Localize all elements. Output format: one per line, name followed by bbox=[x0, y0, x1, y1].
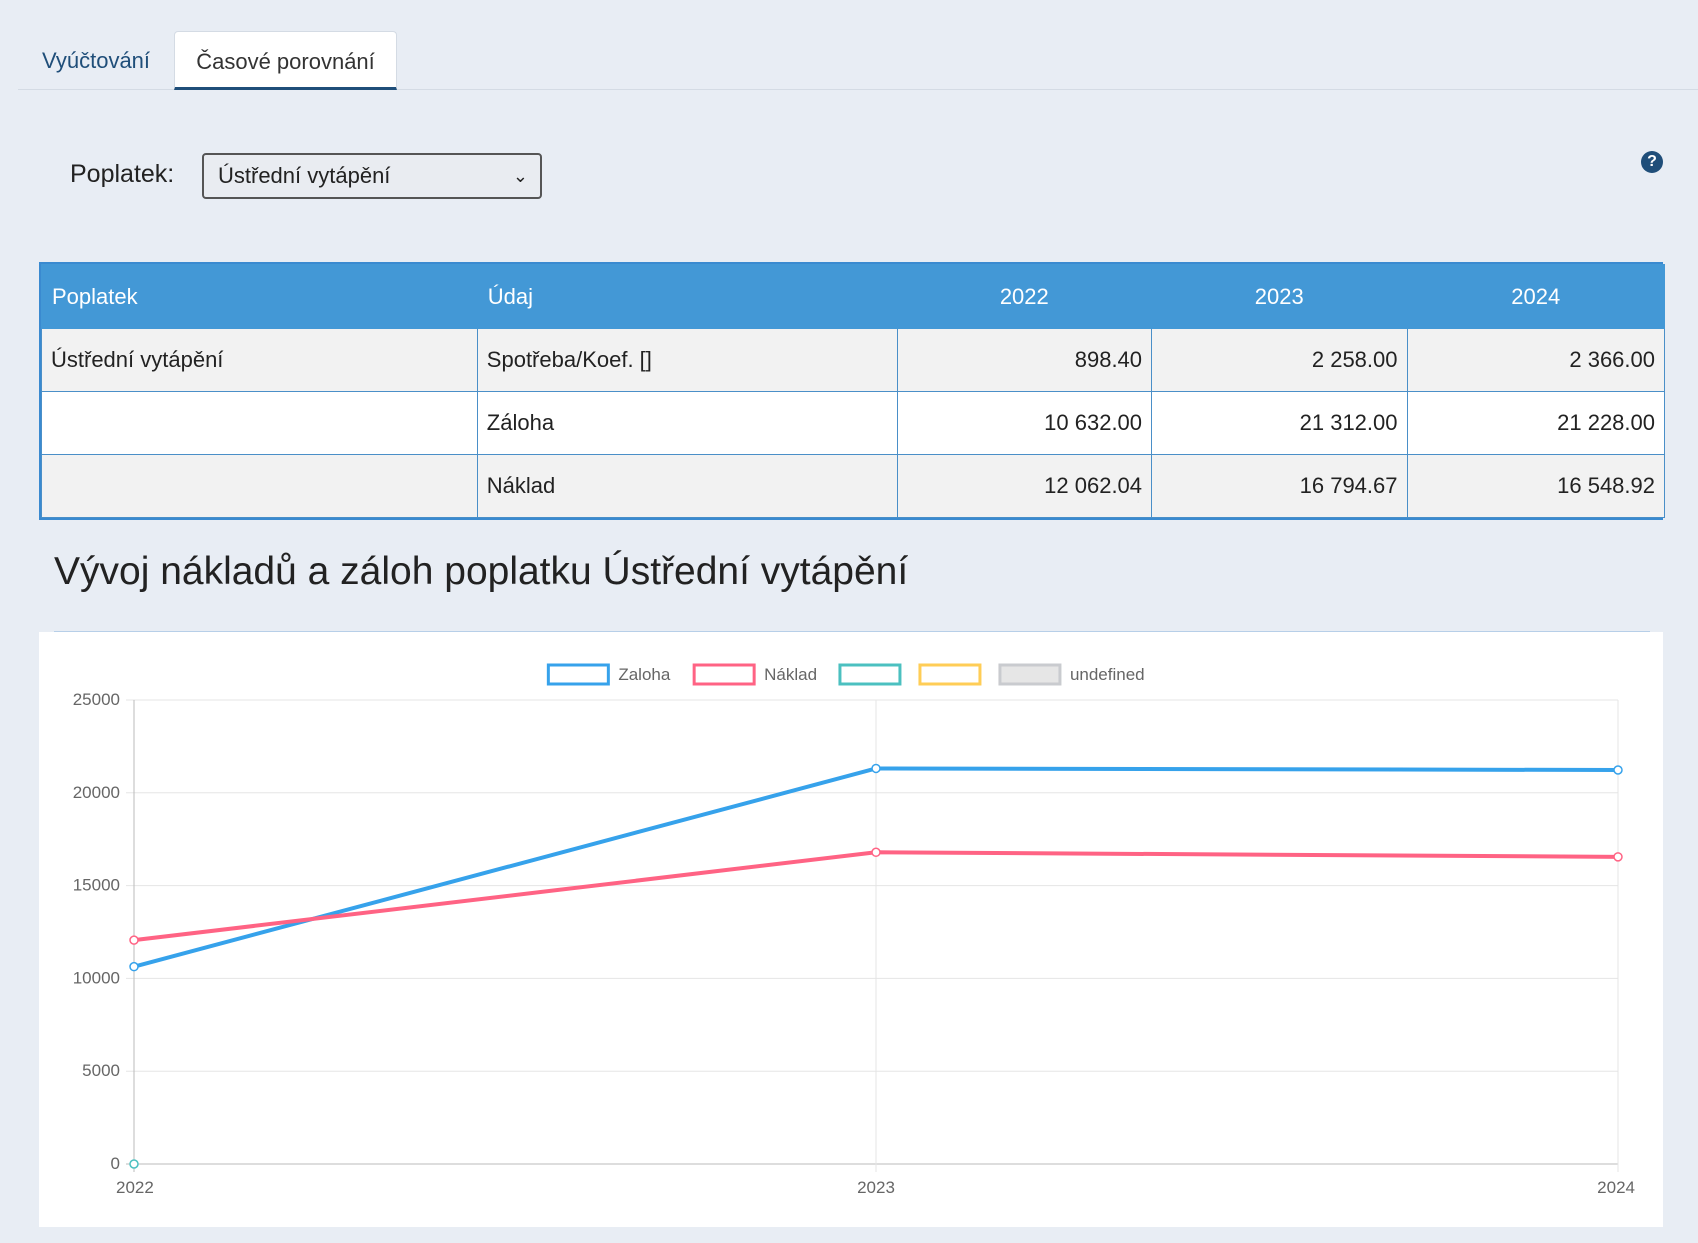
table-cell: 898.40 bbox=[896, 328, 1153, 392]
table-cell: 16 794.67 bbox=[1151, 454, 1408, 518]
x-tick-label: 2023 bbox=[857, 1178, 895, 1197]
table-cell: 16 548.92 bbox=[1406, 454, 1665, 518]
data-point bbox=[129, 1159, 139, 1169]
data-point bbox=[1613, 852, 1623, 862]
y-tick-label: 15000 bbox=[73, 876, 120, 895]
legend-swatch bbox=[918, 663, 982, 686]
col-header-2023: 2023 bbox=[1151, 264, 1408, 329]
chart-divider bbox=[54, 631, 1650, 632]
table-cell: 12 062.04 bbox=[896, 454, 1153, 518]
table-cell: 2 258.00 bbox=[1151, 328, 1408, 392]
table-cell: 21 228.00 bbox=[1406, 391, 1665, 455]
legend-label: Zaloha bbox=[618, 665, 671, 684]
chart-panel: 0 5000 10000 15000 20000 25000 2022 2023 2024 Zal… bbox=[39, 632, 1663, 1227]
legend-swatch bbox=[546, 663, 610, 686]
col-header-2024: 2024 bbox=[1406, 264, 1665, 329]
x-tick-label: 2022 bbox=[116, 1178, 154, 1197]
table-cell bbox=[41, 391, 478, 455]
tab-bar: Vyúčtování Časové porovnání bbox=[18, 31, 1698, 90]
col-header-poplatek: Poplatek bbox=[41, 264, 478, 329]
fee-select-value: Ústřední vytápění bbox=[218, 163, 391, 188]
legend-label: Náklad bbox=[764, 665, 817, 684]
legend-label: undefined bbox=[1070, 665, 1145, 684]
y-tick-label: 5000 bbox=[82, 1061, 120, 1080]
table-cell: Spotřeba/Koef. [] bbox=[476, 328, 898, 392]
table-cell: 21 312.00 bbox=[1151, 391, 1408, 455]
table-cell: Záloha bbox=[476, 391, 898, 455]
table-cell: 10 632.00 bbox=[896, 391, 1153, 455]
table-row: Náklad 12 062.04 16 794.67 16 548.92 bbox=[41, 454, 1665, 518]
legend-swatch bbox=[998, 663, 1062, 686]
data-point bbox=[129, 935, 139, 945]
col-header-2022: 2022 bbox=[896, 264, 1153, 329]
data-point bbox=[871, 847, 881, 858]
data-point bbox=[871, 763, 881, 774]
table-row: Ústřední vytápění Spotřeba/Koef. [] 898.… bbox=[41, 328, 1665, 392]
data-point bbox=[129, 961, 139, 972]
y-tick-label: 25000 bbox=[73, 690, 120, 709]
table-cell: 2 366.00 bbox=[1406, 328, 1665, 392]
legend-swatch bbox=[838, 663, 902, 686]
question-circle-icon[interactable]: ? bbox=[1641, 151, 1663, 173]
fee-select[interactable]: Ústřední vytápění ⌄ bbox=[202, 153, 542, 199]
y-tick-label: 10000 bbox=[73, 968, 120, 987]
chevron-down-icon: ⌄ bbox=[512, 166, 528, 186]
table-row: Záloha 10 632.00 21 312.00 21 228.00 bbox=[41, 391, 1665, 455]
line-chart: 0 5000 10000 15000 20000 25000 2022 2023 2024 Zal… bbox=[73, 663, 1635, 1197]
tab-vyuctovani[interactable]: Vyúčtování bbox=[42, 48, 151, 73]
table-cell: Náklad bbox=[476, 454, 898, 518]
tab-casove-porovnani[interactable]: Časové porovnání bbox=[174, 31, 397, 90]
table-cell bbox=[41, 454, 478, 518]
fee-filter-label: Poplatek: bbox=[70, 160, 175, 188]
x-tick-label: 2024 bbox=[1597, 1178, 1635, 1197]
data-point bbox=[1613, 765, 1623, 775]
legend-swatch bbox=[692, 663, 756, 686]
y-tick-label: 20000 bbox=[73, 783, 120, 802]
chart-title: Vývoj nákladů a záloh poplatku Ústřední … bbox=[54, 550, 909, 593]
table-header-row: Poplatek Údaj 2022 2023 2024 bbox=[41, 264, 1665, 329]
table-cell: Ústřední vytápění bbox=[41, 328, 478, 392]
y-tick-label: 0 bbox=[111, 1154, 120, 1173]
comparison-table: Poplatek Údaj 2022 2023 2024 Ústřední vy… bbox=[39, 262, 1665, 520]
col-header-udaj: Údaj bbox=[476, 264, 898, 329]
